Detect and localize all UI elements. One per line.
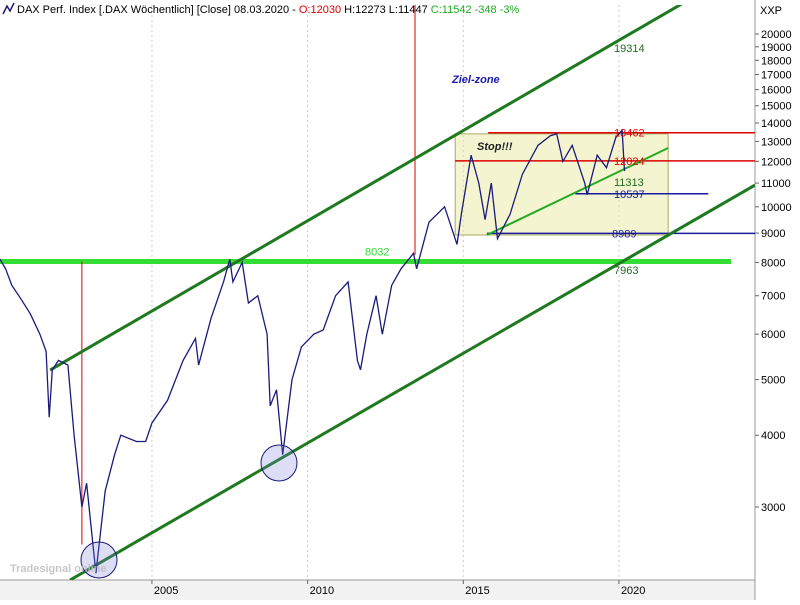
header: DAX Perf. Index [.DAX Wöchentlich] [Clos… bbox=[2, 2, 519, 16]
quote-close: C:11542 -348 -3% bbox=[431, 4, 520, 16]
y-tick-label: 7000 bbox=[761, 291, 785, 303]
level-label: 8989 bbox=[612, 228, 636, 240]
plot-area bbox=[0, 5, 755, 580]
y-tick-label: 11000 bbox=[761, 178, 791, 190]
title: DAX Perf. Index [.DAX Wöchentlich] [Clos… bbox=[17, 4, 296, 16]
highlight-circle bbox=[260, 444, 298, 482]
y-tick-label: 4000 bbox=[761, 430, 785, 442]
x-axis-band bbox=[0, 580, 755, 600]
y-tick-label: 3000 bbox=[761, 502, 785, 514]
highlight-circle bbox=[80, 541, 118, 579]
x-tick-label: 2005 bbox=[154, 585, 178, 597]
level-label: 13462 bbox=[614, 128, 645, 140]
y-tick-label: 20000 bbox=[761, 29, 792, 41]
y-tick-label: 17000 bbox=[761, 70, 792, 82]
trend-line bbox=[69, 183, 755, 580]
level-label: 10537 bbox=[614, 189, 645, 201]
annotation: 19314 bbox=[614, 43, 645, 55]
annotation: 7963 bbox=[614, 265, 638, 277]
y-tick-label: 16000 bbox=[761, 85, 792, 97]
y-tick-label: 14000 bbox=[761, 118, 792, 130]
y-tick-label: 18000 bbox=[761, 55, 792, 67]
y-tick-label: 15000 bbox=[761, 101, 792, 113]
y-tick-label: 12000 bbox=[761, 156, 792, 168]
y-axis-label: XXP bbox=[760, 5, 782, 17]
y-tick-label: 10000 bbox=[761, 202, 792, 214]
y-tick-label: 8000 bbox=[761, 257, 785, 269]
y-tick-label: 9000 bbox=[761, 228, 785, 240]
trend-line bbox=[49, 5, 683, 372]
annotation: 11313 bbox=[614, 177, 644, 189]
annotation: Ziel-zone bbox=[451, 74, 500, 86]
y-tick-label: 6000 bbox=[761, 329, 785, 341]
x-tick-label: 2010 bbox=[310, 585, 334, 597]
level-label: 12024 bbox=[614, 156, 645, 168]
quote-high-low: H:12273 L:11447 bbox=[344, 4, 428, 16]
y-tick-label: 5000 bbox=[761, 375, 785, 387]
level-label: 8032 bbox=[365, 246, 389, 258]
axes: 2005 2010 2015 2020 3000 4000 5000 6000 7000 8000… bbox=[151, 29, 792, 597]
annotation: Stop!!! bbox=[477, 141, 513, 153]
watermark: Tradesignal online bbox=[10, 563, 107, 575]
quote-open: O:12030 bbox=[299, 4, 341, 16]
price-line bbox=[0, 128, 626, 574]
x-tick-label: 2015 bbox=[465, 585, 489, 597]
x-tick-label: 2020 bbox=[621, 585, 645, 597]
y-tick-label: 13000 bbox=[761, 136, 792, 148]
header-icon bbox=[2, 2, 15, 15]
header-title: DAX Perf. Index [.DAX Wöchentlich] [Clos… bbox=[17, 4, 519, 16]
y-tick-label: 19000 bbox=[761, 42, 792, 54]
trend-line bbox=[486, 147, 669, 236]
